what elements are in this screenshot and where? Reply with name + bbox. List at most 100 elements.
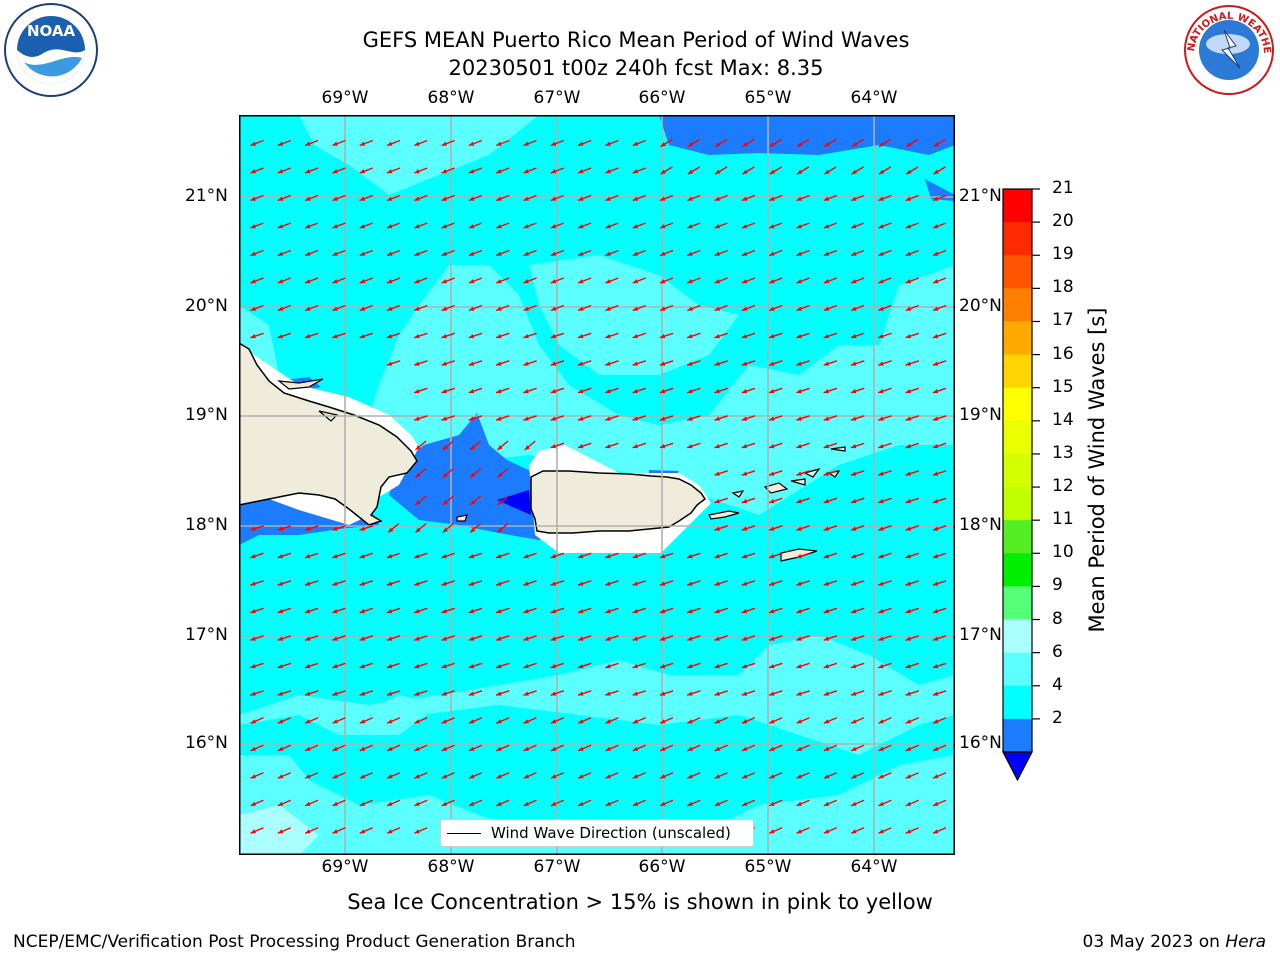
direction-arrow-head: [305, 279, 311, 284]
direction-arrow-head: [305, 251, 311, 256]
direction-arrow-head: [659, 416, 666, 421]
direction-arrow-head: [741, 416, 748, 421]
direction-arrow-head: [769, 554, 775, 559]
direction-arrow-head: [468, 361, 475, 366]
direction-arrow-head: [441, 306, 448, 311]
direction-arrow-head: [878, 251, 884, 256]
direction-arrow-head: [277, 581, 284, 586]
colorbar-swatch: [1003, 586, 1032, 621]
noaa-logo-text: NOAA: [27, 22, 76, 40]
direction-arrow-head: [905, 801, 912, 806]
colorbar-swatch: [1003, 718, 1032, 753]
direction-arrow-head: [932, 581, 939, 586]
colorbar-swatch: [1003, 387, 1032, 422]
direction-arrow-head: [304, 554, 311, 559]
direction-arrow-head: [414, 609, 420, 614]
direction-arrow-head: [769, 471, 775, 476]
direction-arrow-head: [850, 499, 857, 504]
direction-arrow-head: [496, 416, 502, 421]
direction-arrow-head: [359, 279, 366, 284]
direction-arrow-head: [441, 361, 447, 366]
direction-arrow-head: [468, 196, 475, 201]
direction-arrow-head: [659, 306, 666, 311]
direction-arrow-head: [741, 554, 748, 559]
direction-arrow-head: [687, 142, 694, 147]
direction-arrow-head: [468, 554, 475, 559]
colorbar-title: Mean Period of Wind Waves [s]: [1085, 307, 1109, 633]
direction-arrow-head: [659, 196, 666, 201]
direction-arrow-head: [769, 224, 775, 229]
colorbar-tick-label: 20: [1052, 211, 1074, 232]
direction-arrow-head: [550, 774, 557, 779]
direction-arrow-head: [415, 527, 421, 533]
direction-arrow-head: [687, 334, 693, 339]
direction-arrow-head: [796, 334, 802, 339]
direction-arrow-head: [933, 801, 939, 806]
direction-arrow-head: [933, 169, 939, 175]
direction-arrow-head: [687, 801, 693, 806]
direction-arrow-head: [523, 334, 529, 339]
direction-arrow-head: [659, 444, 666, 449]
direction-arrow-head: [878, 471, 884, 476]
direction-arrow-head: [660, 719, 666, 724]
colorbar-swatch: [1003, 354, 1032, 389]
colorbar-tick-label: 13: [1052, 442, 1074, 463]
direction-arrow-head: [823, 746, 830, 751]
direction-arrow-head: [796, 664, 802, 669]
direction-arrow-head: [496, 361, 502, 366]
lon-label-bottom: 69°W: [321, 857, 369, 877]
direction-arrow-head: [387, 746, 393, 751]
direction-arrow-head: [687, 279, 693, 284]
colorbar-tick-label: 2: [1052, 707, 1063, 728]
direction-arrow-head: [850, 416, 857, 421]
direction-arrow-head: [659, 334, 666, 339]
colorbar-swatch: [1003, 619, 1032, 654]
direction-arrow-head: [250, 306, 256, 311]
direction-arrow-head: [523, 746, 530, 751]
direction-arrow-head: [687, 719, 693, 724]
direction-arrow-head: [250, 829, 257, 834]
direction-arrow-head: [823, 389, 830, 394]
direction-arrow-head: [332, 746, 338, 751]
direction-arrow-head: [359, 224, 366, 229]
direction-arrow-head: [414, 279, 420, 284]
direction-arrow-head: [441, 196, 448, 201]
direction-arrow-head: [851, 829, 857, 834]
direction-arrow-head: [932, 389, 939, 394]
direction-arrow-head: [796, 196, 802, 201]
direction-arrow-head: [878, 279, 884, 284]
direction-arrow-head: [470, 500, 476, 506]
direction-arrow-head: [415, 472, 421, 478]
direction-arrow-head: [523, 416, 529, 421]
colorbar-swatch: [1003, 553, 1032, 587]
direction-arrow-head: [468, 719, 475, 724]
direction-arrow-head: [468, 801, 475, 806]
direction-arrow-head: [496, 224, 502, 229]
direction-arrow-head: [823, 554, 830, 559]
direction-arrow-head: [468, 664, 475, 669]
direction-arrow-head: [823, 224, 830, 229]
direction-arrow-head: [659, 554, 666, 559]
direction-arrow-head: [305, 829, 311, 834]
direction-arrow-head: [851, 224, 857, 229]
direction-arrow-head: [550, 196, 557, 201]
direction-arrow-head: [305, 306, 311, 311]
direction-arrow-head: [470, 445, 476, 451]
direction-arrow-head: [714, 526, 720, 531]
lon-label-bottom: 65°W: [744, 857, 792, 877]
direction-arrow-head: [824, 169, 830, 175]
direction-arrow-head: [332, 636, 338, 641]
direction-arrow-head: [387, 774, 393, 779]
direction-arrow-head: [605, 279, 611, 284]
direction-arrow-head: [523, 196, 529, 201]
colorbar-tick-label: 8: [1052, 608, 1063, 629]
direction-arrow-head: [797, 142, 803, 147]
direction-arrow-head: [632, 306, 639, 311]
title-line-1: GEFS MEAN Puerto Rico Mean Period of Win…: [362, 28, 910, 52]
direction-arrow-head: [632, 581, 638, 586]
direction-arrow-head: [415, 500, 421, 506]
direction-arrow-head: [304, 581, 311, 586]
direction-arrow-head: [741, 801, 748, 806]
direction-arrow-head: [468, 636, 475, 641]
direction-arrow-head: [905, 444, 911, 449]
